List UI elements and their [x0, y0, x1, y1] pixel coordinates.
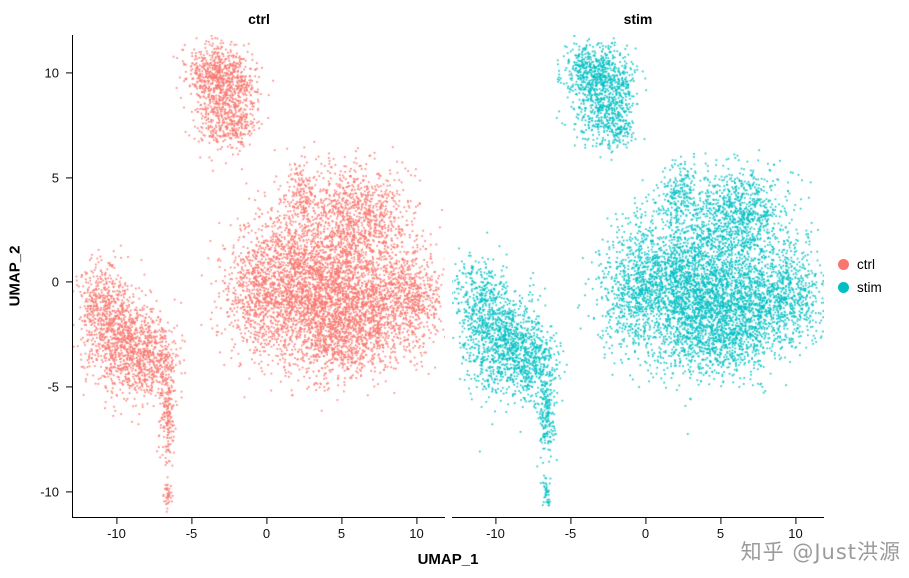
legend-item-ctrl: ctrl [838, 257, 882, 272]
legend: ctrl stim [838, 257, 882, 295]
facet-title-ctrl: ctrl [248, 11, 270, 27]
legend-label-stim: stim [857, 280, 882, 295]
x-tick-mark [794, 518, 797, 524]
legend-item-stim: stim [838, 280, 882, 295]
x-tick-label: 5 [337, 526, 346, 541]
x-ticks-ctrl: -10 -5 0 5 10 [73, 517, 445, 551]
x-tick-mark [644, 518, 647, 524]
x-axis-title: UMAP_1 [417, 551, 479, 568]
facet-panel-ctrl: ctrl -10 -5 0 5 10 [72, 11, 445, 541]
y-tick-label: 5 [51, 170, 59, 185]
x-tick-label: 10 [409, 526, 424, 541]
facet-panel-stim: stim -10 -5 0 5 10 [452, 11, 824, 541]
legend-dot-stim-icon [838, 282, 849, 293]
legend-label-ctrl: ctrl [857, 257, 875, 272]
x-tick-label: 0 [262, 526, 271, 541]
x-tick-mark [340, 518, 343, 524]
x-tick-label: -10 [107, 526, 126, 541]
y-tick-label: -10 [40, 484, 59, 500]
x-tick-label: 5 [716, 526, 725, 541]
facet-title-stim: stim [623, 11, 653, 27]
x-tick-mark [115, 518, 118, 524]
x-tick-mark [494, 518, 497, 524]
x-tick-label: -5 [185, 526, 198, 541]
x-tick-mark [265, 518, 268, 524]
x-tick-label: -5 [564, 526, 577, 541]
y-tick-label: 10 [44, 65, 59, 81]
y-tick-label: 0 [51, 274, 59, 290]
y-tick-label: -5 [47, 379, 59, 395]
x-tick-label: 0 [641, 526, 650, 541]
scatter-canvas-stim [452, 35, 824, 517]
legend-dot-ctrl-icon [838, 259, 849, 270]
x-tick-mark [719, 518, 722, 524]
y-axis-title: UMAP_2 [6, 245, 24, 307]
x-tick-label: -10 [486, 526, 505, 541]
x-tick-mark [415, 518, 418, 524]
x-tick-mark [569, 518, 572, 524]
scatter-canvas-ctrl [73, 35, 445, 517]
watermark: 知乎 @Just洪源 [740, 540, 901, 564]
x-tick-mark [190, 518, 193, 524]
